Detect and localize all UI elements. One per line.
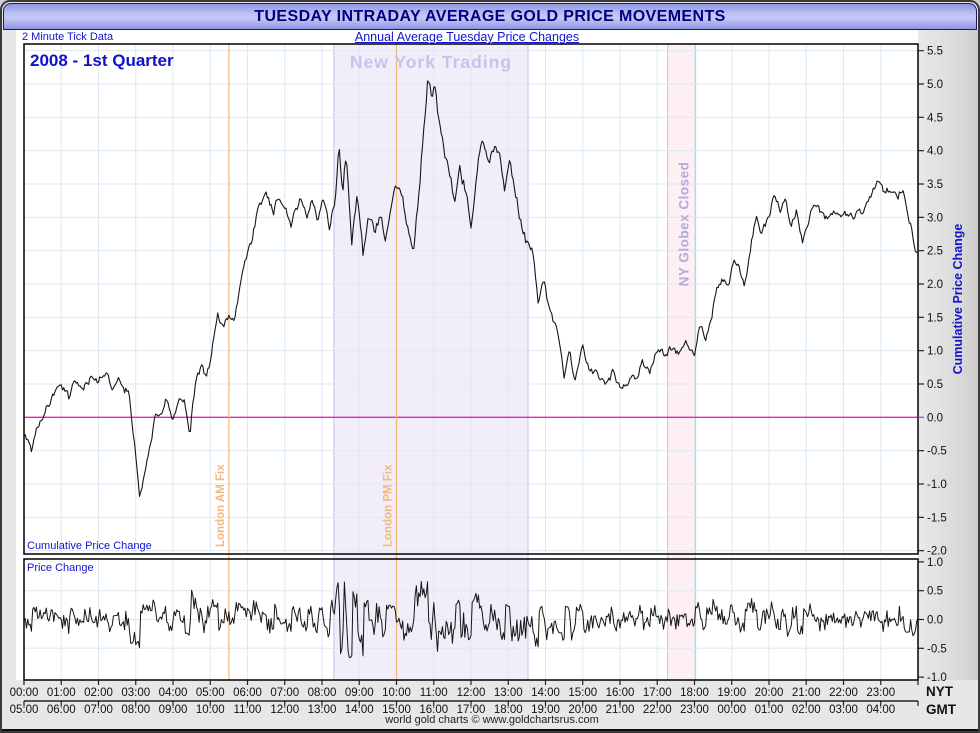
x-tick-nyt: 00:00	[10, 687, 39, 699]
x-tick-nyt: 01:00	[47, 687, 76, 699]
top-panel-frame	[23, 43, 919, 555]
x-tick-gmt: 11:00	[234, 704, 262, 716]
x-tick-gmt: 15:00	[382, 704, 411, 716]
x-tick-gmt: 14:00	[345, 704, 374, 716]
x-tick-gmt: 05:00	[10, 704, 39, 716]
x-tick-nyt: 03:00	[121, 687, 150, 699]
copyright-footer: world gold charts © www.goldchartsrus.co…	[385, 714, 599, 726]
x-tick-nyt: 15:00	[568, 687, 597, 699]
x-tick-nyt: 09:00	[345, 687, 374, 699]
svg-text:1.0: 1.0	[927, 346, 943, 358]
x-tick-nyt: 11:00	[420, 687, 448, 699]
ny-globex-closed-label: NY Globex Closed	[677, 162, 692, 287]
x-tick-gmt: 17:00	[457, 704, 486, 716]
x-tick-gmt: 13:00	[308, 704, 337, 716]
x-tick-nyt: 12:00	[457, 687, 486, 699]
svg-text:-1.0: -1.0	[927, 672, 947, 684]
svg-text:0.5: 0.5	[927, 379, 943, 391]
chart-subtitle: Annual Average Tuesday Price Changes	[354, 30, 580, 44]
x-tick-nyt: 02:00	[84, 687, 113, 699]
svg-text:-0.5: -0.5	[927, 446, 947, 458]
x-tick-nyt: 16:00	[606, 687, 635, 699]
x-tick-gmt: 07:00	[84, 704, 113, 716]
x-tick-gmt: 01:00	[755, 704, 784, 716]
x-tick-gmt: 08:00	[121, 704, 150, 716]
x-tick-gmt: 04:00	[866, 704, 895, 716]
tick-data-note: 2 Minute Tick Data	[22, 31, 114, 43]
svg-text:-0.5: -0.5	[927, 643, 947, 655]
svg-text:-1.0: -1.0	[927, 479, 947, 491]
right-axis-gutter	[918, 30, 978, 680]
x-tick-nyt: 10:00	[382, 687, 411, 699]
svg-text:4.0: 4.0	[927, 146, 943, 158]
x-tick-nyt: 06:00	[233, 687, 262, 699]
cumulative-price-series	[23, 80, 919, 497]
x-tick-gmt: 09:00	[159, 704, 188, 716]
x-tick-gmt: 21:00	[606, 704, 635, 716]
svg-text:0.5: 0.5	[927, 586, 943, 598]
svg-text:-1.5: -1.5	[927, 512, 947, 524]
x-tick-nyt: 13:00	[494, 687, 523, 699]
x-tick-gmt: 23:00	[680, 704, 709, 716]
bottom-panel-label: Price Change	[27, 562, 94, 574]
svg-text:3.0: 3.0	[927, 212, 943, 224]
svg-text:5.5: 5.5	[927, 46, 943, 58]
x-tick-gmt: 12:00	[270, 704, 299, 716]
svg-text:2.5: 2.5	[927, 246, 943, 258]
london-am-fix-label: London AM Fix	[215, 464, 227, 547]
svg-text:0.0: 0.0	[927, 615, 943, 627]
new-york-trading-label: New York Trading	[350, 52, 512, 72]
x-tick-nyt: 18:00	[680, 687, 709, 699]
x-tick-gmt: 00:00	[717, 704, 746, 716]
svg-text:-2.0: -2.0	[927, 546, 947, 558]
x-tick-gmt: 18:00	[494, 704, 523, 716]
svg-text:1.5: 1.5	[927, 312, 943, 324]
timezone-label-gmt: GMT	[926, 702, 956, 717]
price-change-series	[23, 581, 919, 658]
x-tick-nyt: 21:00	[792, 687, 821, 699]
x-tick-gmt: 10:00	[196, 704, 225, 716]
x-tick-gmt: 22:00	[643, 704, 672, 716]
x-tick-nyt: 05:00	[196, 687, 225, 699]
x-tick-nyt: 19:00	[717, 687, 746, 699]
new-york-trading-band	[333, 44, 528, 680]
x-tick-gmt: 06:00	[47, 704, 76, 716]
x-tick-nyt: 07:00	[270, 687, 299, 699]
period-label: 2008 - 1st Quarter	[30, 51, 174, 70]
bottom-border-bar	[2, 729, 978, 731]
top-panel-label: Cumulative Price Change	[27, 540, 152, 552]
x-tick-nyt: 20:00	[755, 687, 784, 699]
x-tick-gmt: 19:00	[531, 704, 560, 716]
x-tick-nyt: 04:00	[159, 687, 188, 699]
timezone-label-nyt: NYT	[926, 684, 953, 699]
svg-text:4.5: 4.5	[927, 112, 943, 124]
title-bar: TUESDAY INTRADAY AVERAGE GOLD PRICE MOVE…	[3, 3, 977, 30]
svg-text:5.0: 5.0	[927, 79, 943, 91]
svg-text:3.5: 3.5	[927, 179, 943, 191]
x-tick-nyt: 08:00	[308, 687, 337, 699]
svg-text:1.0: 1.0	[927, 557, 943, 569]
svg-text:0.0: 0.0	[927, 412, 943, 424]
svg-text:2.0: 2.0	[927, 279, 943, 291]
x-tick-gmt: 16:00	[419, 704, 448, 716]
x-tick-nyt: 23:00	[866, 687, 895, 699]
right-axis-label: Cumulative Price Change	[951, 223, 965, 375]
x-tick-nyt: 14:00	[531, 687, 560, 699]
x-tick-nyt: 17:00	[643, 687, 672, 699]
london-pm-fix-label: London PM Fix	[383, 464, 395, 547]
page-title: TUESDAY INTRADAY AVERAGE GOLD PRICE MOVE…	[254, 7, 726, 25]
x-tick-gmt: 03:00	[829, 704, 858, 716]
x-tick-gmt: 02:00	[792, 704, 821, 716]
x-tick-nyt: 22:00	[829, 687, 858, 699]
ny-globex-closed-band	[667, 44, 696, 680]
x-tick-gmt: 20:00	[568, 704, 597, 716]
